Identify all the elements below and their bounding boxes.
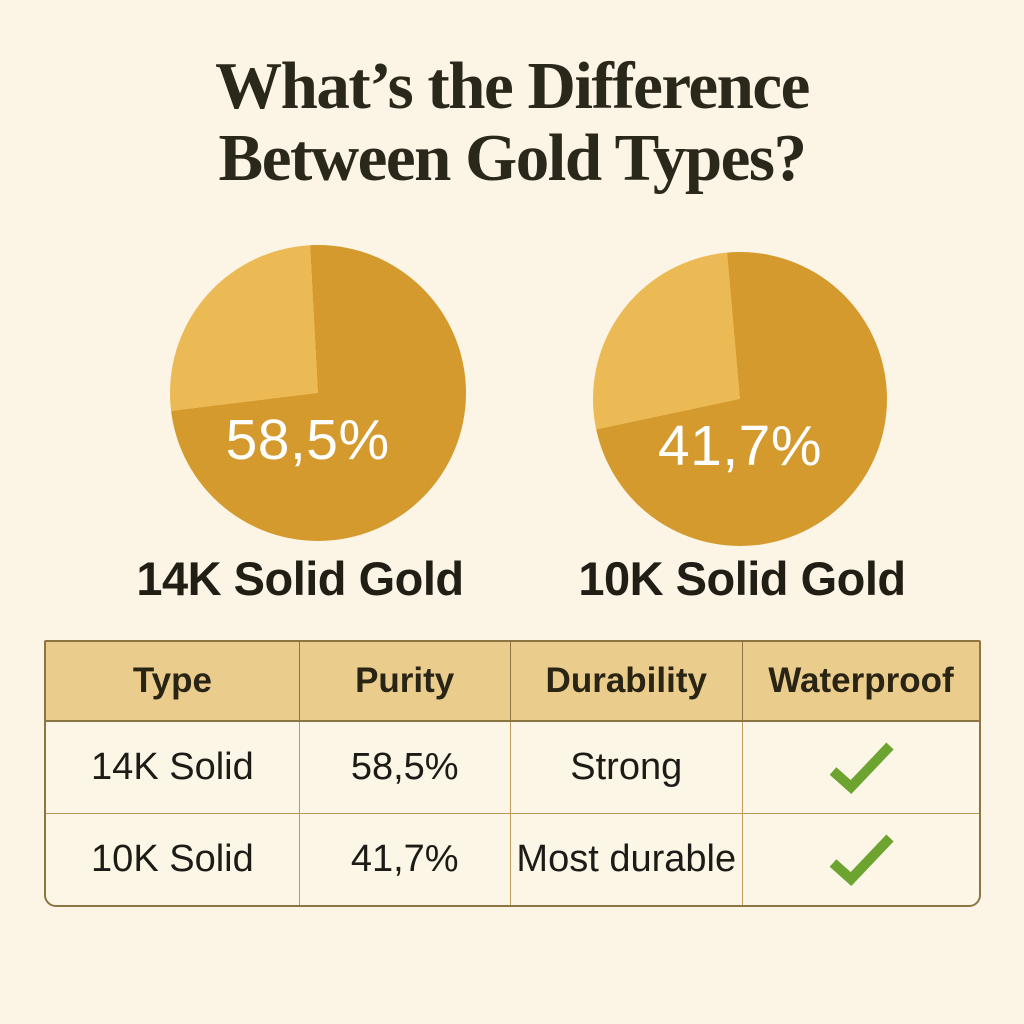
- title-line-2: Between Gold Types?: [218, 121, 807, 196]
- table-cell-type-10k: 10K Solid: [46, 813, 300, 905]
- title-line-1: What’s the Difference: [215, 49, 810, 123]
- table-cell-waterproof-14k: [742, 722, 979, 814]
- table-cell-type-14k: 14K Solid: [46, 722, 300, 814]
- pie-value-label-14k: 58,5%: [225, 408, 390, 473]
- table-cell-purity-10k: 41,7%: [300, 813, 511, 905]
- pie-caption-14k: 14K Solid Gold: [136, 552, 464, 605]
- table-cell-durability-14k: Strong: [510, 722, 743, 814]
- pie-chart-10k: 41,7%: [593, 252, 887, 546]
- comparison-table: Type Purity Durability Waterproof 14K So…: [44, 640, 981, 907]
- pie-chart-14k: 58,5%: [170, 245, 466, 541]
- pie-value-label-10k: 41,7%: [657, 414, 823, 479]
- table-header-waterproof: Waterproof: [742, 642, 979, 722]
- table-cell-waterproof-10k: [743, 814, 979, 906]
- table-header-purity: Purity: [299, 642, 511, 722]
- table-header-type: Type: [46, 642, 300, 722]
- table-cell-durability-10k: Most durable: [511, 813, 743, 905]
- page-title: What’s the Difference Between Gold Types…: [0, 50, 1024, 195]
- pie-caption-10k: 10K Solid Gold: [578, 552, 906, 605]
- checkmark-icon: [829, 834, 894, 887]
- table-header-durability: Durability: [510, 642, 743, 722]
- checkmark-icon: [829, 742, 894, 795]
- table-cell-purity-14k: 58,5%: [299, 722, 511, 814]
